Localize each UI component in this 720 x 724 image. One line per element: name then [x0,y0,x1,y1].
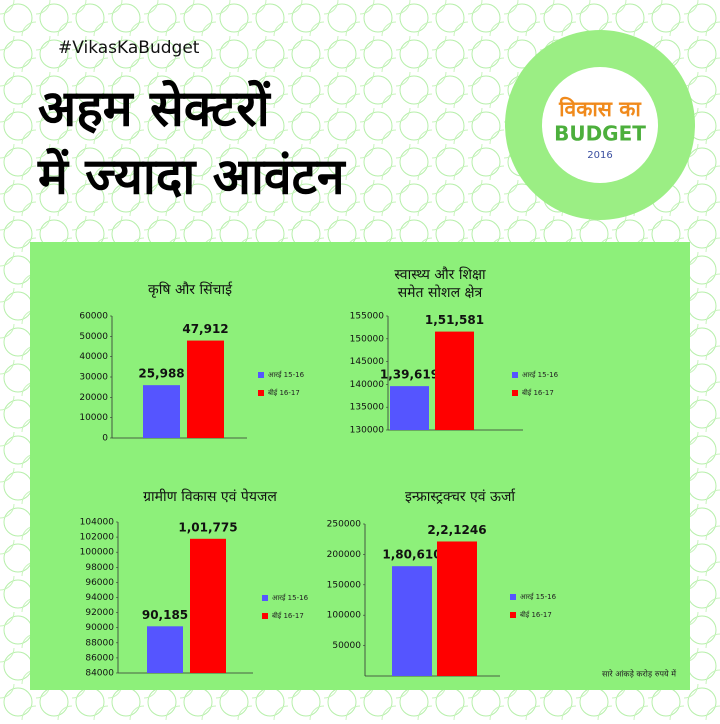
y-tick-label: 130000 [350,426,385,436]
y-tick-label: 155000 [350,312,385,322]
legend-swatch [262,613,268,619]
value-label: 2,2,1246 [427,523,486,537]
y-tick-label: 92000 [85,608,114,618]
bar [147,626,183,673]
chart-title: समेत सोशल क्षेत्र [398,284,483,301]
bar [190,538,226,673]
headline: अहम सेक्टरों [38,80,272,138]
value-label: 47,912 [182,322,228,336]
y-tick-label: 102000 [80,533,115,543]
legend-label: बीई 16-17 [272,611,304,620]
y-tick-label: 84000 [85,669,114,679]
y-tick-label: 100000 [80,548,115,558]
value-label: 90,185 [142,608,188,622]
y-tick-label: 200000 [327,550,362,560]
legend-label: आरई 15-16 [268,370,305,379]
bar [392,566,432,676]
bar [143,385,180,438]
hashtag: #VikasKaBudget [58,38,200,58]
y-tick-label: 30000 [79,373,108,383]
legend-swatch [512,372,518,378]
legend-label: बीई 16-17 [522,388,554,397]
badge-text: BUDGET [554,122,646,146]
bar [435,331,474,430]
headline: में ज्यादा आवंटन [37,148,347,206]
y-tick-label: 0 [102,434,108,444]
y-tick-label: 104000 [80,518,115,528]
badge-year: 2016 [587,150,612,161]
chart-title: ग्रामीण विकास एवं पेयजल [143,488,277,505]
badge-text: विकास का [558,96,642,121]
legend-label: बीई 16-17 [520,610,552,619]
y-tick-label: 50000 [332,641,361,651]
chart-title: स्वास्थ्य और शिक्षा [394,266,486,283]
y-tick-label: 90000 [85,623,114,633]
value-label: 1,80,610 [382,548,441,562]
y-tick-label: 250000 [327,520,362,530]
value-label: 1,01,775 [178,520,237,534]
footnote: सारे आंकड़े करोड़ रुपये में [602,669,676,679]
y-tick-label: 98000 [85,563,114,573]
y-tick-label: 150000 [327,580,362,590]
legend-label: आरई 15-16 [522,370,559,379]
chart-title: इन्फ्रास्ट्रक्चर एवं ऊर्जा [405,488,516,505]
legend-label: आरई 15-16 [520,592,557,601]
y-tick-label: 86000 [85,653,114,663]
chart-title: कृषि और सिंचाई [148,281,233,298]
y-tick-label: 94000 [85,593,114,603]
value-label: 25,988 [138,367,184,381]
legend-swatch [258,372,264,378]
y-tick-label: 40000 [79,352,108,362]
y-tick-label: 50000 [79,332,108,342]
chart-panel [30,242,690,690]
legend-label: आरई 15-16 [272,593,309,602]
y-tick-label: 96000 [85,578,114,588]
y-tick-label: 150000 [350,334,385,344]
legend-label: बीई 16-17 [268,388,300,397]
badge-center [542,67,658,183]
y-tick-label: 100000 [327,611,362,621]
legend-swatch [512,390,518,396]
y-tick-label: 60000 [79,312,108,322]
bar [390,386,429,430]
y-tick-label: 140000 [350,380,385,390]
bar [187,340,224,438]
legend-swatch [510,612,516,618]
legend-swatch [262,595,268,601]
bar [437,541,477,676]
y-tick-label: 88000 [85,638,114,648]
legend-swatch [258,390,264,396]
value-label: 1,39,619 [380,368,439,382]
y-tick-label: 20000 [79,393,108,403]
value-label: 1,51,581 [425,313,484,327]
y-tick-label: 10000 [79,413,108,423]
y-tick-label: 135000 [350,403,385,413]
y-tick-label: 145000 [350,357,385,367]
legend-swatch [510,594,516,600]
